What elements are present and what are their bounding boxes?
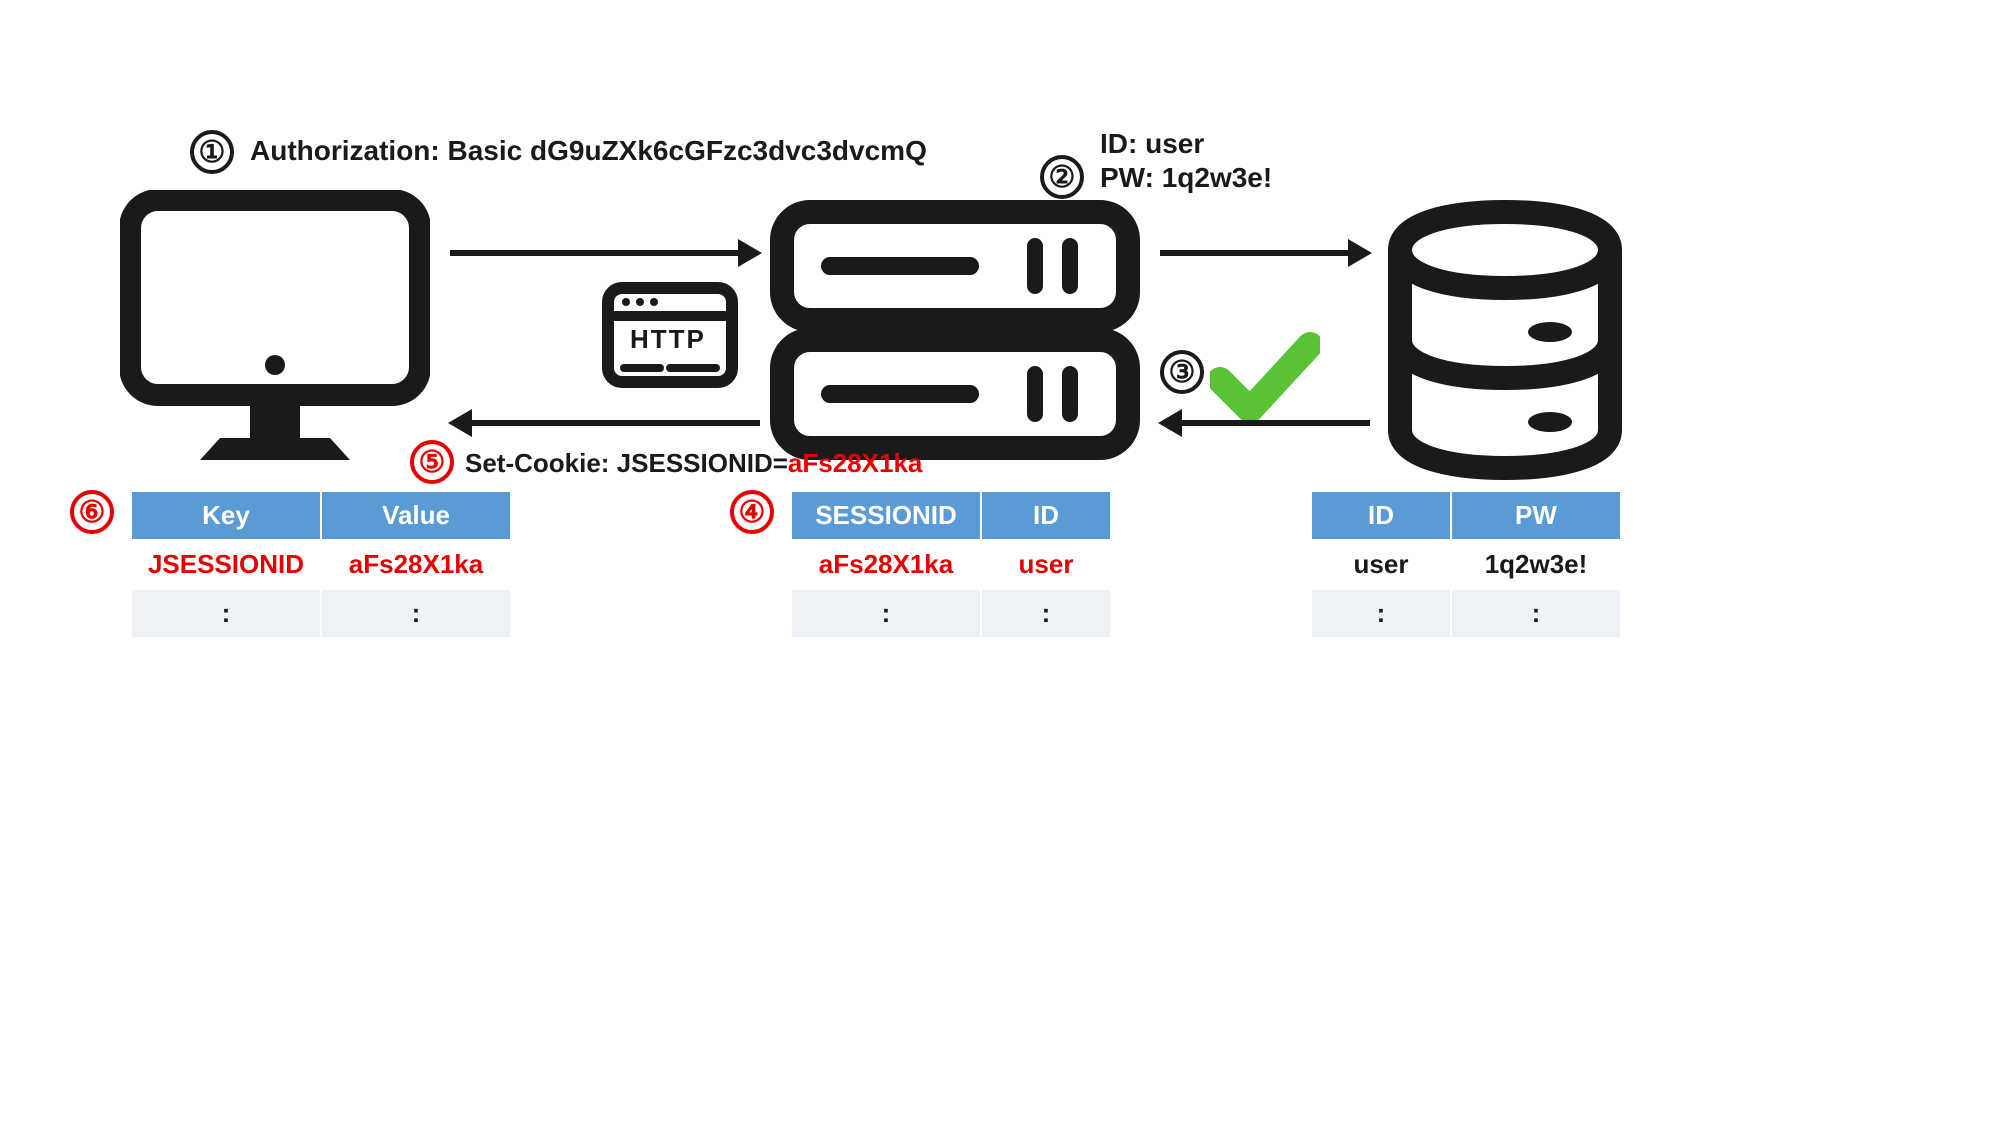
step-3-circle: ③: [1160, 350, 1204, 394]
step-4-circle: ④: [730, 490, 774, 534]
step-5-label: Set-Cookie: JSESSIONID=aFs28X1ka: [465, 448, 922, 479]
client-td: :: [321, 589, 511, 638]
step-6-num: ⑥: [79, 495, 106, 530]
step-3-num: ③: [1169, 355, 1196, 390]
server-icon: [770, 200, 1140, 465]
step-1-value: dG9uZXk6cGFzc3dvc3dvcmQ: [530, 135, 927, 166]
client-monitor-icon: [120, 190, 430, 475]
client-td: :: [131, 589, 321, 638]
client-th-key: Key: [131, 491, 321, 540]
database-icon: [1380, 200, 1630, 485]
server-th-id: ID: [981, 491, 1111, 540]
step-1-prefix: Authorization: Basic: [250, 135, 530, 166]
client-td: JSESSIONID: [131, 540, 321, 589]
server-td: :: [791, 589, 981, 638]
db-th-pw: PW: [1451, 491, 1621, 540]
client-table: Key Value JSESSIONID aFs28X1ka : :: [130, 490, 512, 639]
step-2-circle: ②: [1040, 155, 1084, 199]
server-td: :: [981, 589, 1111, 638]
http-card-icon: HTTP: [600, 280, 740, 395]
server-td: aFs28X1ka: [791, 540, 981, 589]
step-5-num: ⑤: [419, 445, 446, 480]
db-th-id: ID: [1311, 491, 1451, 540]
step-1-label: Authorization: Basic dG9uZXk6cGFzc3dvc3d…: [250, 135, 927, 167]
step-1-circle: ①: [190, 130, 234, 174]
client-td: aFs28X1ka: [321, 540, 511, 589]
step-5-prefix: Set-Cookie: JSESSIONID=: [465, 448, 788, 478]
step-5-value: aFs28X1ka: [788, 448, 922, 478]
step-1-num: ①: [199, 135, 226, 170]
server-table: SESSIONID ID aFs28X1ka user : :: [790, 490, 1112, 639]
step-4-num: ④: [739, 495, 766, 530]
server-th-sessionid: SESSIONID: [791, 491, 981, 540]
db-td: 1q2w3e!: [1451, 540, 1621, 589]
step-5-circle: ⑤: [410, 440, 454, 484]
db-table: ID PW user 1q2w3e! : :: [1310, 490, 1622, 639]
db-td: :: [1311, 589, 1451, 638]
step-2-line2: PW: 1q2w3e!: [1100, 162, 1272, 194]
http-label: HTTP: [630, 324, 706, 355]
server-td: user: [981, 540, 1111, 589]
step-2-line1: ID: user: [1100, 128, 1204, 160]
db-td: :: [1451, 589, 1621, 638]
step-2-num: ②: [1049, 160, 1076, 195]
db-td: user: [1311, 540, 1451, 589]
step-6-circle: ⑥: [70, 490, 114, 534]
client-th-value: Value: [321, 491, 511, 540]
